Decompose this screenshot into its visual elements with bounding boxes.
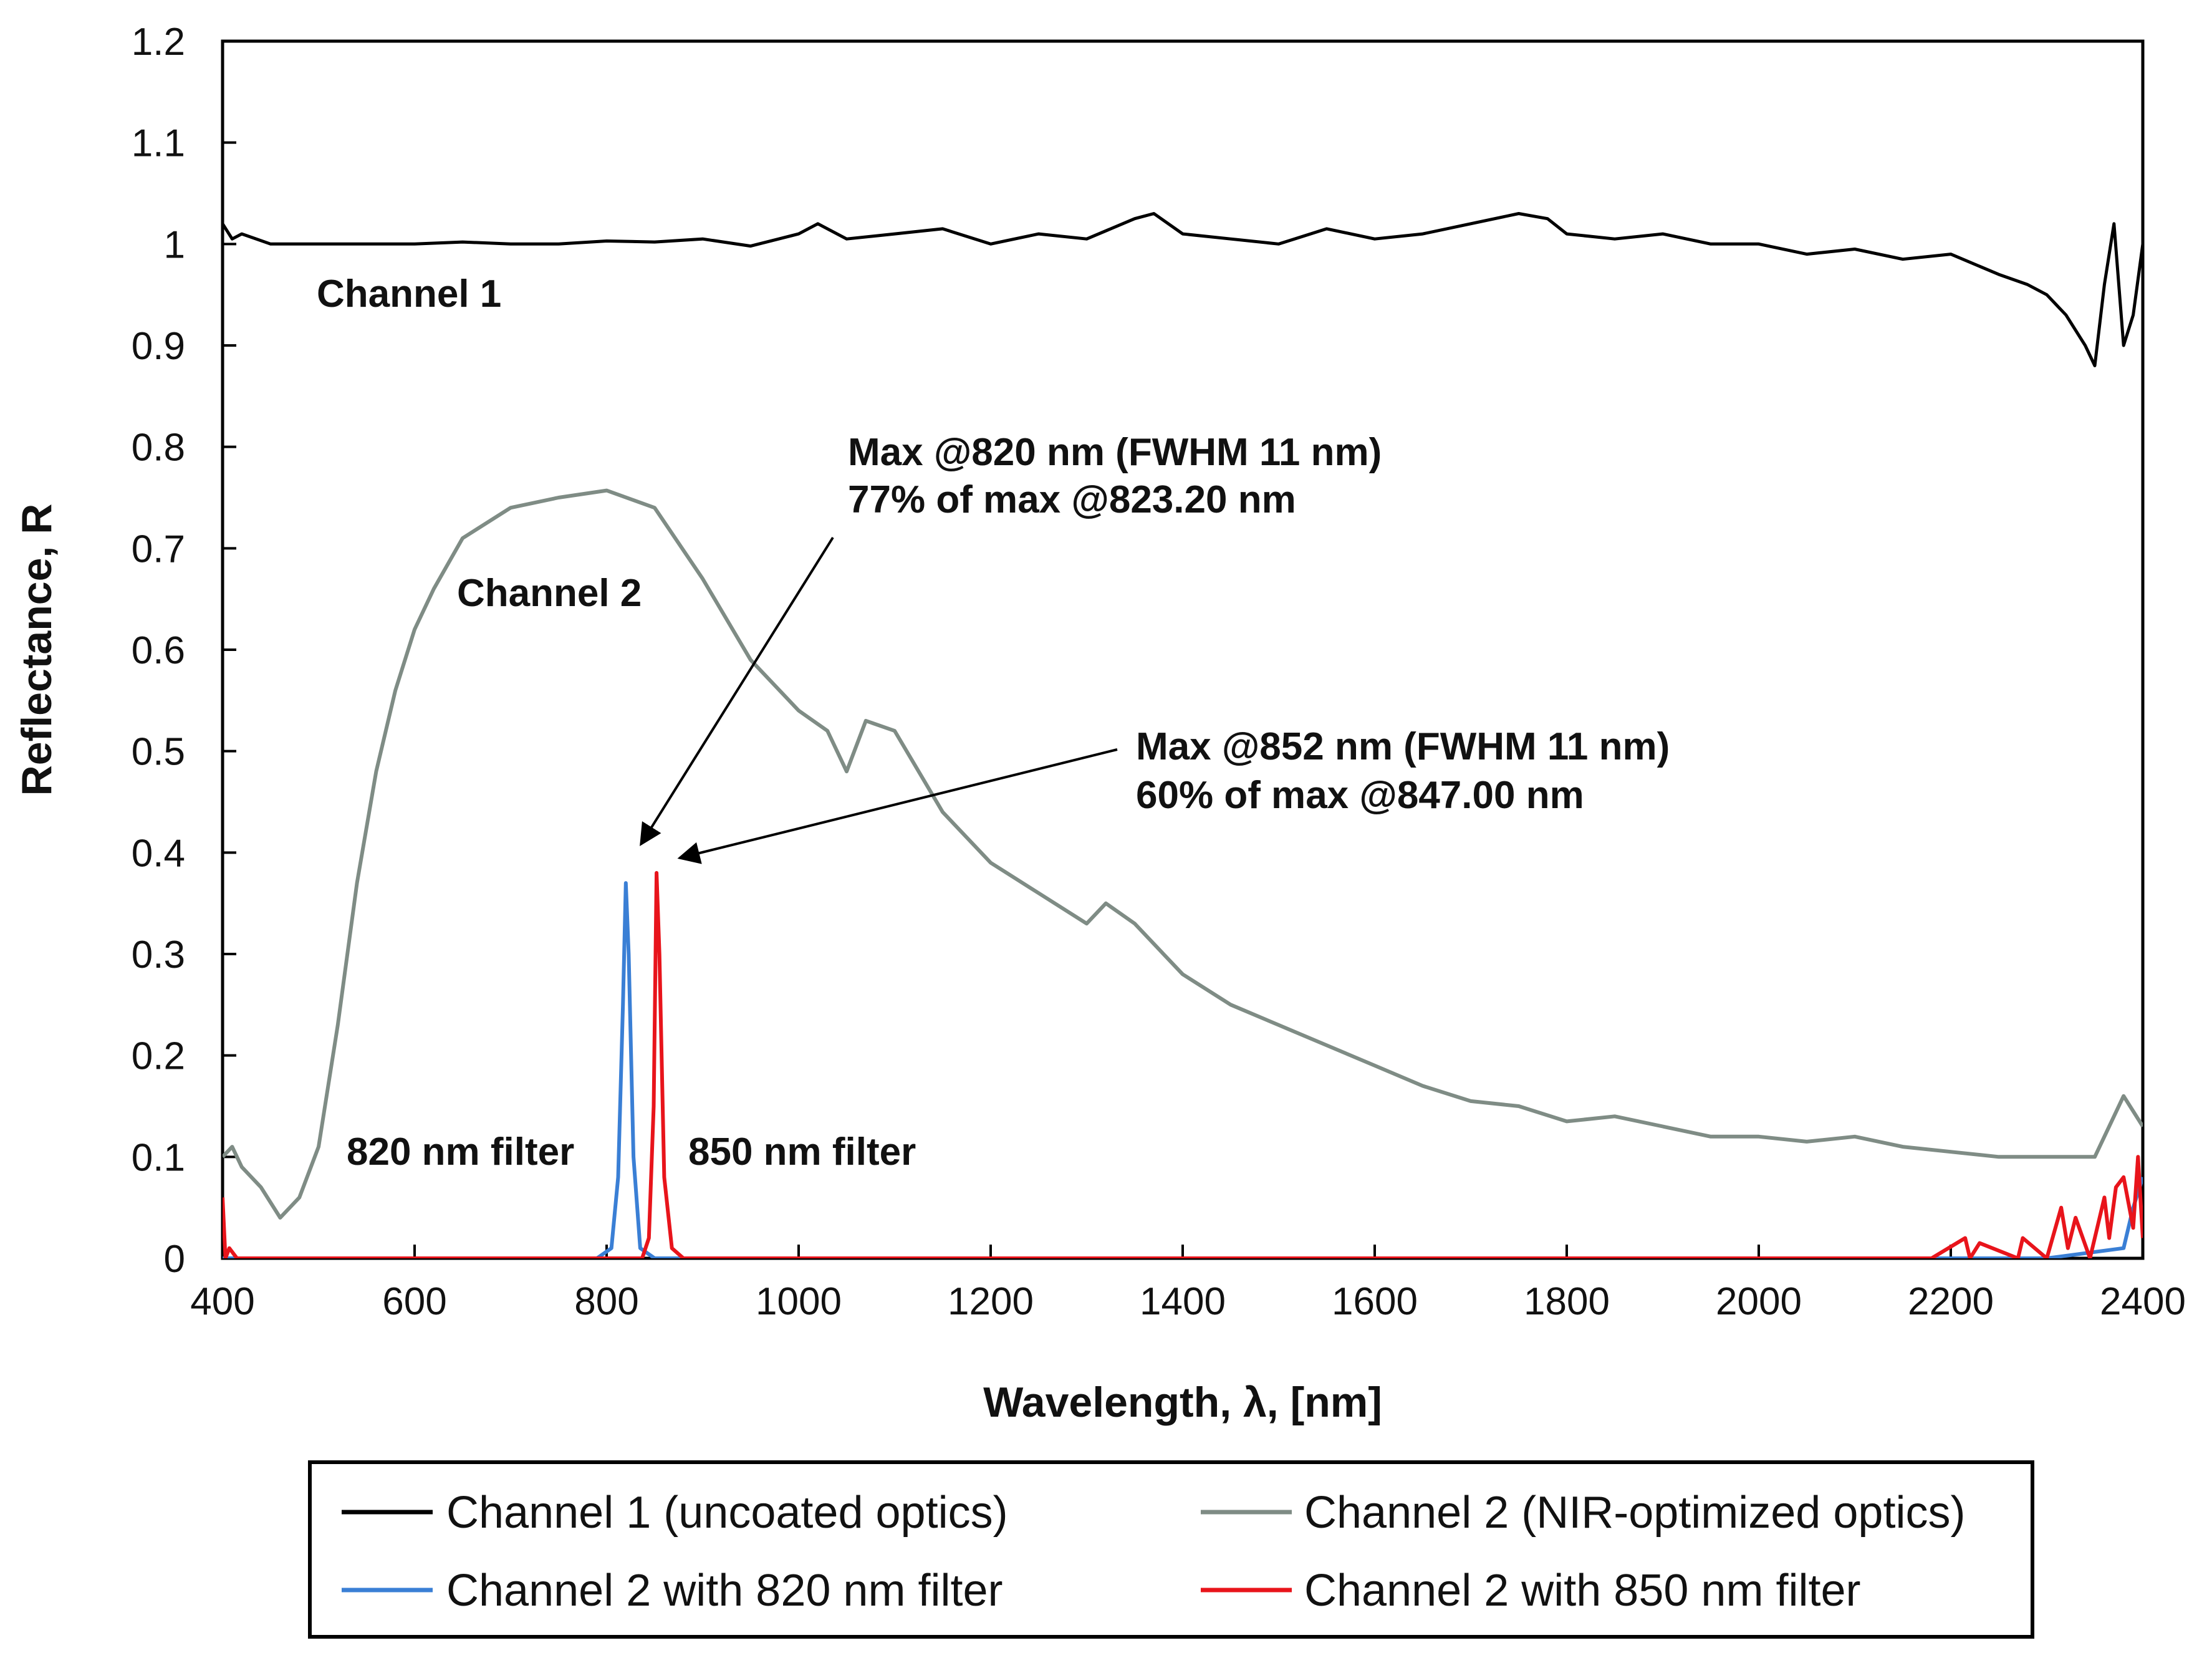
- y-tick-label: 0.4: [132, 832, 185, 875]
- x-tick-label: 1600: [1332, 1280, 1418, 1323]
- legend-label-channel1: Channel 1 (uncoated optics): [446, 1488, 1008, 1538]
- filter850-annotation: 850 nm filter: [688, 1130, 916, 1174]
- series-line-850nm-filter: [223, 870, 2143, 1258]
- x-tick-label: 2400: [2100, 1280, 2186, 1323]
- y-tick-label: 0.2: [132, 1035, 185, 1078]
- y-tick-label: 0.7: [132, 528, 185, 571]
- max820-annotation-line1: Max @820 nm (FWHM 11 nm): [848, 431, 1382, 474]
- y-axis-title: Reflectance, R: [13, 504, 60, 796]
- legend-label-channel2: Channel 2 (NIR-optimized optics): [1304, 1488, 1965, 1538]
- y-tick-label: 0.5: [132, 731, 185, 774]
- legend-label-850nm-filter: Channel 2 with 850 nm filter: [1304, 1566, 1860, 1616]
- x-tick-label: 1800: [1524, 1280, 1610, 1323]
- x-tick-label: 2200: [1908, 1280, 1994, 1323]
- x-tick-label: 400: [190, 1280, 254, 1323]
- y-tick-label: 1.2: [132, 21, 185, 64]
- arrow-852nm: [677, 748, 1118, 864]
- y-tick-label: 0.1: [132, 1136, 185, 1179]
- max852-annotation-line2: 60% of max @847.00 nm: [1136, 774, 1584, 817]
- series-group: [223, 212, 2143, 1258]
- x-axis-ticks: 400 600 800 1000 1200 1400 1600 1800 2000 2200 240…: [190, 1245, 2186, 1323]
- max852-annotation-line1: Max @852 nm (FWHM 11 nm): [1136, 725, 1670, 768]
- y-tick-label: 0.6: [132, 629, 185, 672]
- y-tick-label: 0: [164, 1238, 185, 1281]
- x-tick-label: 1000: [756, 1280, 842, 1323]
- x-tick-label: 1200: [948, 1280, 1034, 1323]
- x-axis-title: Wavelength, λ, [nm]: [983, 1379, 1382, 1426]
- legend-label-820nm-filter: Channel 2 with 820 nm filter: [446, 1566, 1003, 1616]
- channel1-annotation: Channel 1: [317, 272, 501, 316]
- y-tick-label: 0.3: [132, 933, 185, 976]
- y-tick-label: 1.1: [132, 122, 185, 165]
- y-tick-label: 0.9: [132, 325, 185, 368]
- series-line-channel2: [223, 488, 2143, 1220]
- y-tick-label: 0.8: [132, 427, 185, 470]
- y-axis-ticks: 0 0.1 0.2 0.3 0.4 0.5 0.6 0.7 0.8 0.9 1 1.1 1.2: [132, 21, 236, 1281]
- x-tick-label: 800: [574, 1280, 638, 1323]
- series-line-channel1: [223, 212, 2143, 367]
- channel2-annotation: Channel 2: [457, 572, 642, 615]
- arrow-820nm: [640, 536, 834, 847]
- x-tick-label: 2000: [1716, 1280, 1802, 1323]
- y-tick-label: 1: [164, 223, 185, 266]
- x-tick-label: 600: [382, 1280, 446, 1323]
- filter820-annotation: 820 nm filter: [347, 1130, 574, 1174]
- series-line-820nm-filter: [223, 881, 2143, 1258]
- legend-box: [308, 1460, 2034, 1639]
- plot-frame: [221, 39, 2145, 1260]
- x-tick-label: 1400: [1140, 1280, 1226, 1323]
- legend: Channel 1 (uncoated optics) Channel 2 (N…: [308, 1460, 2034, 1639]
- max820-annotation-line2: 77% of max @823.20 nm: [848, 478, 1296, 521]
